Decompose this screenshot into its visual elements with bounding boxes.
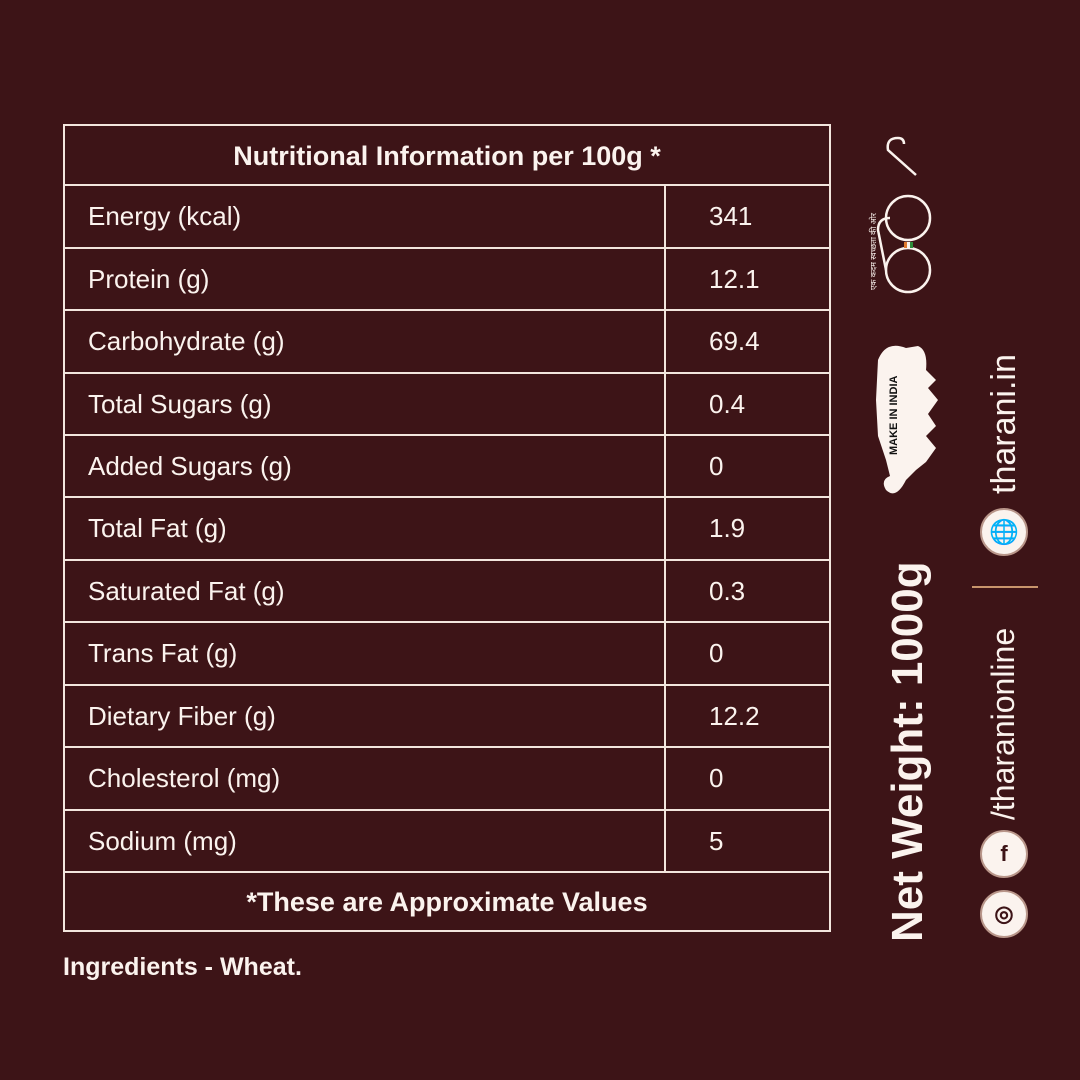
swachh-tagline: एक कदम स्वच्छता की ओर xyxy=(869,212,878,290)
nutrient-label: Carbohydrate (g) xyxy=(65,311,666,372)
nutrient-label: Sodium (mg) xyxy=(65,811,666,871)
nutrient-value: 12.1 xyxy=(709,263,760,294)
nutrition-table: Nutritional Information per 100g * Energ… xyxy=(63,124,831,932)
facebook-icon[interactable]: f xyxy=(980,830,1028,878)
nutrient-value: 69.4 xyxy=(709,326,760,356)
table-row: Energy (kcal) 341 xyxy=(65,184,829,247)
nutrient-value: 0.4 xyxy=(709,388,746,419)
table-row: Cholesterol (mg) 0 xyxy=(65,746,829,809)
nutrient-value: 5 xyxy=(709,825,724,856)
table-row: Protein (g) 12.1 xyxy=(65,247,829,309)
instagram-icon[interactable]: ◎ xyxy=(980,890,1028,938)
nutrient-value: 0.3 xyxy=(709,575,746,606)
table-row: Total Sugars (g) 0.4 xyxy=(65,372,829,434)
make-in-india-text: MAKE IN INDIA xyxy=(888,375,900,455)
make-in-india-lion-icon xyxy=(876,345,938,494)
nutrient-value: 0 xyxy=(709,763,724,793)
nutrient-value: 341 xyxy=(709,201,753,231)
table-row: Total Fat (g) 1.9 xyxy=(65,496,829,559)
nutrient-value: 1.9 xyxy=(709,513,746,543)
social-handle[interactable]: /tharanionline xyxy=(985,627,1021,820)
nutrient-label: Total Sugars (g) xyxy=(65,374,666,434)
nutrient-label: Protein (g) xyxy=(65,249,666,309)
table-title: Nutritional Information per 100g * xyxy=(233,140,661,171)
table-row: Sodium (mg) 5 xyxy=(65,809,829,871)
ingredients-text: Ingredients - Wheat. xyxy=(63,953,302,981)
divider xyxy=(972,586,1038,588)
nutrient-label: Cholesterol (mg) xyxy=(65,748,666,809)
swachh-bharat-logo-icon xyxy=(876,136,932,294)
table-row: Dietary Fiber (g) 12.2 xyxy=(65,684,829,746)
nutrient-label: Trans Fat (g) xyxy=(65,623,666,684)
nutrient-value: 12.2 xyxy=(709,700,760,731)
nutrient-label: Saturated Fat (g) xyxy=(65,561,666,621)
website-link[interactable]: tharani.in xyxy=(985,354,1023,494)
table-row: Saturated Fat (g) 0.3 xyxy=(65,559,829,621)
nutrient-label: Added Sugars (g) xyxy=(65,436,666,496)
nutrient-label: Dietary Fiber (g) xyxy=(65,686,666,746)
table-row: Carbohydrate (g) 69.4 xyxy=(65,309,829,372)
nutrient-value: 0 xyxy=(709,638,724,668)
table-row: Trans Fat (g) 0 xyxy=(65,621,829,684)
globe-icon: 🌐 xyxy=(980,508,1028,556)
net-weight: Net Weight: 1000g xyxy=(883,561,932,942)
nutrient-label: Energy (kcal) xyxy=(65,186,666,247)
nutrient-value: 0 xyxy=(709,450,724,481)
nutrient-label: Total Fat (g) xyxy=(65,498,666,559)
table-row: Added Sugars (g) 0 xyxy=(65,434,829,496)
table-footnote: *These are Approximate Values xyxy=(65,871,829,932)
